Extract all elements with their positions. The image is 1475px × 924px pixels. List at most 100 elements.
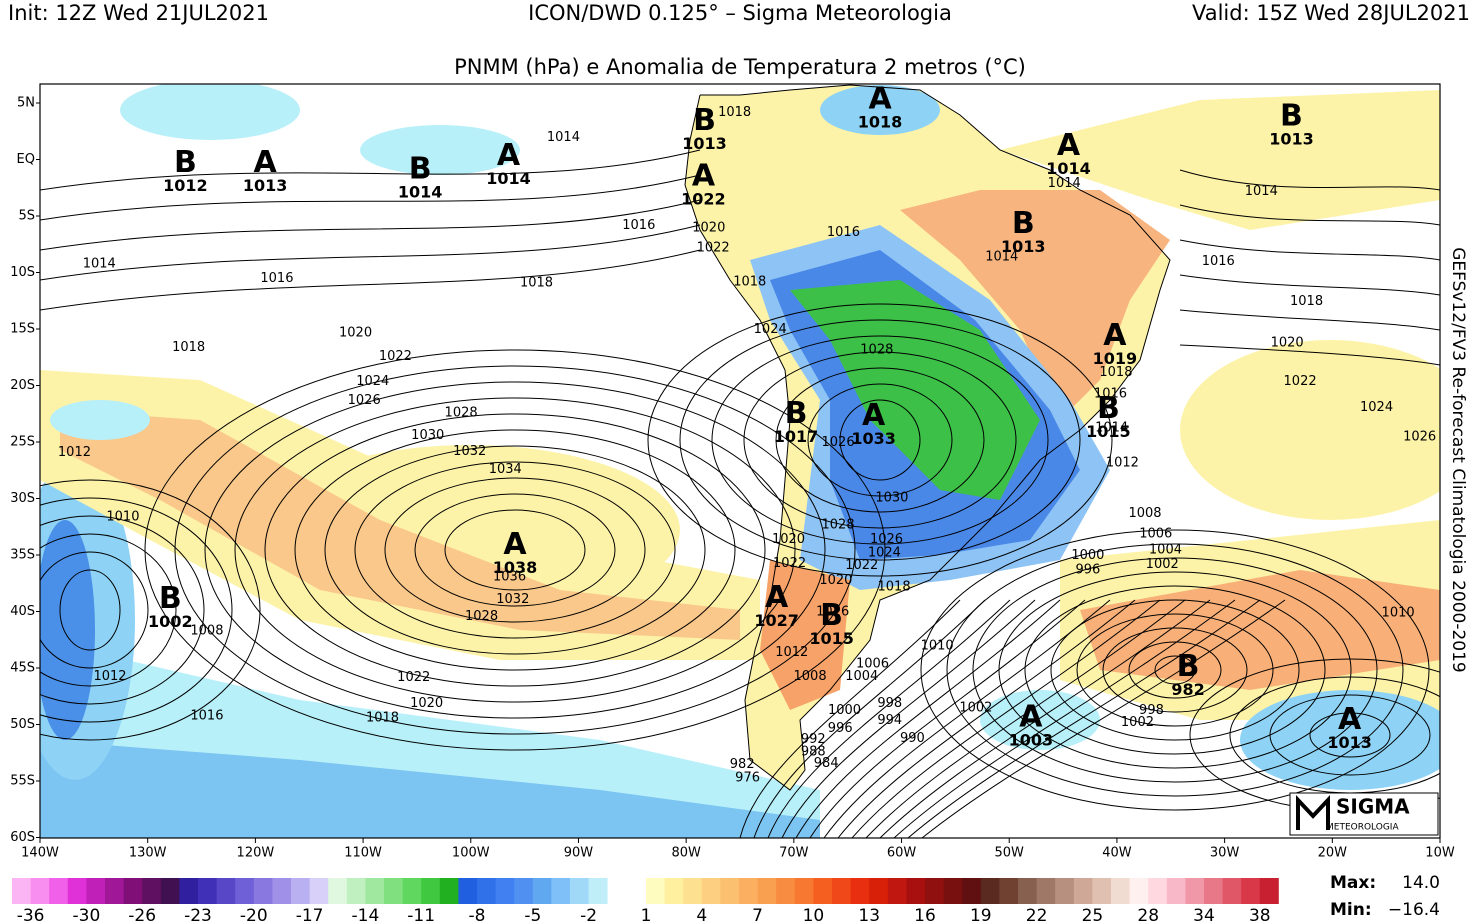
colorbar-label: -20: [240, 906, 268, 924]
pressure-center-value: 1027: [754, 611, 799, 630]
isobar: [753, 599, 986, 838]
isobar: [893, 599, 1236, 838]
isobar: [679, 319, 1081, 561]
pressure-center-letter: A: [1057, 128, 1081, 163]
isobar: [647, 303, 1113, 577]
colorbar-cell: [142, 878, 162, 904]
isobar: [851, 599, 1161, 838]
isobar-label: 1030: [411, 428, 444, 443]
colorbar-cell: [272, 878, 292, 904]
isobar-label: 1022: [697, 241, 730, 256]
isobar-label: 1026: [348, 393, 381, 408]
isobar: [294, 429, 736, 671]
lon-label: 110W: [344, 846, 382, 861]
colorbar-cell: [1073, 878, 1093, 904]
isobar-label: 1024: [356, 374, 389, 389]
pressure-center-letter: B: [1097, 391, 1120, 426]
isobar-label: 1016: [190, 708, 223, 723]
colorbar-label: -11: [407, 906, 435, 924]
colorbar-cell: [439, 878, 459, 904]
map-frame: [39, 83, 1441, 839]
lon-label: 40W: [1102, 846, 1132, 861]
colorbar-cell: [683, 878, 703, 904]
isobar-label: 1018: [718, 105, 751, 120]
isobar: [264, 413, 766, 687]
isobar-label: 996: [828, 721, 853, 736]
map-title: PNMM (hPa) e Anomalia de Temperatura 2 m…: [454, 55, 1026, 79]
colorbar-cell: [1129, 878, 1149, 904]
isobar: [234, 397, 796, 703]
colorbar-cell: [49, 878, 69, 904]
logo-name: SIGMA: [1336, 795, 1410, 819]
isobar-label: 1004: [1149, 542, 1182, 557]
pressure-center-value: 1014: [1046, 159, 1091, 178]
map-field: [40, 84, 1440, 838]
isobar: [40, 479, 261, 741]
lon-label: 140W: [21, 846, 59, 861]
isobar: [1309, 712, 1391, 758]
pressure-center-letter: A: [868, 82, 892, 117]
isobar: [823, 599, 1111, 838]
isobar: [1179, 239, 1440, 261]
isobar-label: 1016: [1094, 386, 1127, 401]
colorbar-cell: [235, 878, 255, 904]
pressure-center-value: 1022: [681, 189, 726, 208]
colorbar-cell: [346, 878, 366, 904]
colorbar-cell: [794, 878, 814, 904]
colorbar-cell: [664, 878, 684, 904]
colorbar-cell: [1166, 878, 1186, 904]
isobar: [907, 599, 1261, 838]
isobar-labels: 1014 1016 1014 1016 1018 1020 1022 1024 1016 1014…: [58, 105, 1436, 786]
colorbar-cell: [86, 878, 106, 904]
pressure-center-value: 1013: [1001, 237, 1046, 256]
isobar: [40, 224, 701, 281]
colorbar-cell: [776, 878, 796, 904]
isobar: [40, 551, 149, 669]
logo-sub: METEOROLOGIA: [1326, 823, 1399, 833]
colorbar-cell: [402, 878, 422, 904]
pressure-center-letter: A: [1103, 318, 1127, 353]
pressure-center-value: 1014: [486, 169, 531, 188]
lat-label: 5S: [18, 209, 35, 224]
isobar: [1024, 585, 1326, 755]
pressure-center-value: 982: [1171, 680, 1204, 699]
pressure-center-letter: B: [409, 152, 432, 187]
isobar-label: 988: [801, 745, 826, 760]
isobar: [1179, 204, 1440, 226]
colorbar-cell: [1241, 878, 1261, 904]
colorbar-label: -17: [296, 906, 324, 924]
pressure-center-letter: B: [693, 103, 716, 138]
isobar-label: 1032: [453, 444, 486, 459]
colorbar-cell: [365, 878, 385, 904]
isobar-label: 1016: [816, 605, 849, 620]
lat-label: 45S: [10, 661, 35, 676]
pressure-center-letter: B: [785, 396, 808, 431]
logo-icon: [1296, 794, 1330, 830]
isobar-label: 982: [730, 757, 755, 772]
isobar-label: 1014: [547, 130, 580, 145]
pressure-center-value: 1017: [774, 427, 819, 446]
isobar: [1179, 169, 1440, 191]
isobar: [865, 599, 1186, 838]
isobar-label: 1010: [1382, 606, 1415, 621]
isobar: [795, 599, 1061, 838]
colorbar-cell: [570, 878, 589, 904]
isobar-label: 1012: [58, 445, 91, 460]
colorbar-cell: [495, 878, 515, 904]
pressure-center-value: 1013: [243, 176, 288, 195]
lat-label: EQ: [17, 152, 35, 167]
lat-label: 10S: [10, 265, 35, 280]
side-note: GEFSv12/FV3 Re-forecast Climatologia 200…: [1448, 247, 1468, 673]
colorbar-label: -2: [580, 906, 597, 924]
colorbar-cell: [887, 878, 907, 904]
isobar: [809, 599, 1086, 838]
isobar-label: 1008: [190, 624, 223, 639]
lon-label: 80W: [671, 846, 701, 861]
isobar-label: 1018: [1290, 294, 1323, 309]
isobar: [40, 149, 701, 191]
pressure-center-letter: A: [497, 138, 521, 173]
colorbar-cell: [1055, 878, 1075, 904]
isobar-label: 1022: [397, 670, 430, 685]
pressure-center-value: 1015: [1086, 422, 1131, 441]
isobar-label: 1020: [772, 532, 805, 547]
